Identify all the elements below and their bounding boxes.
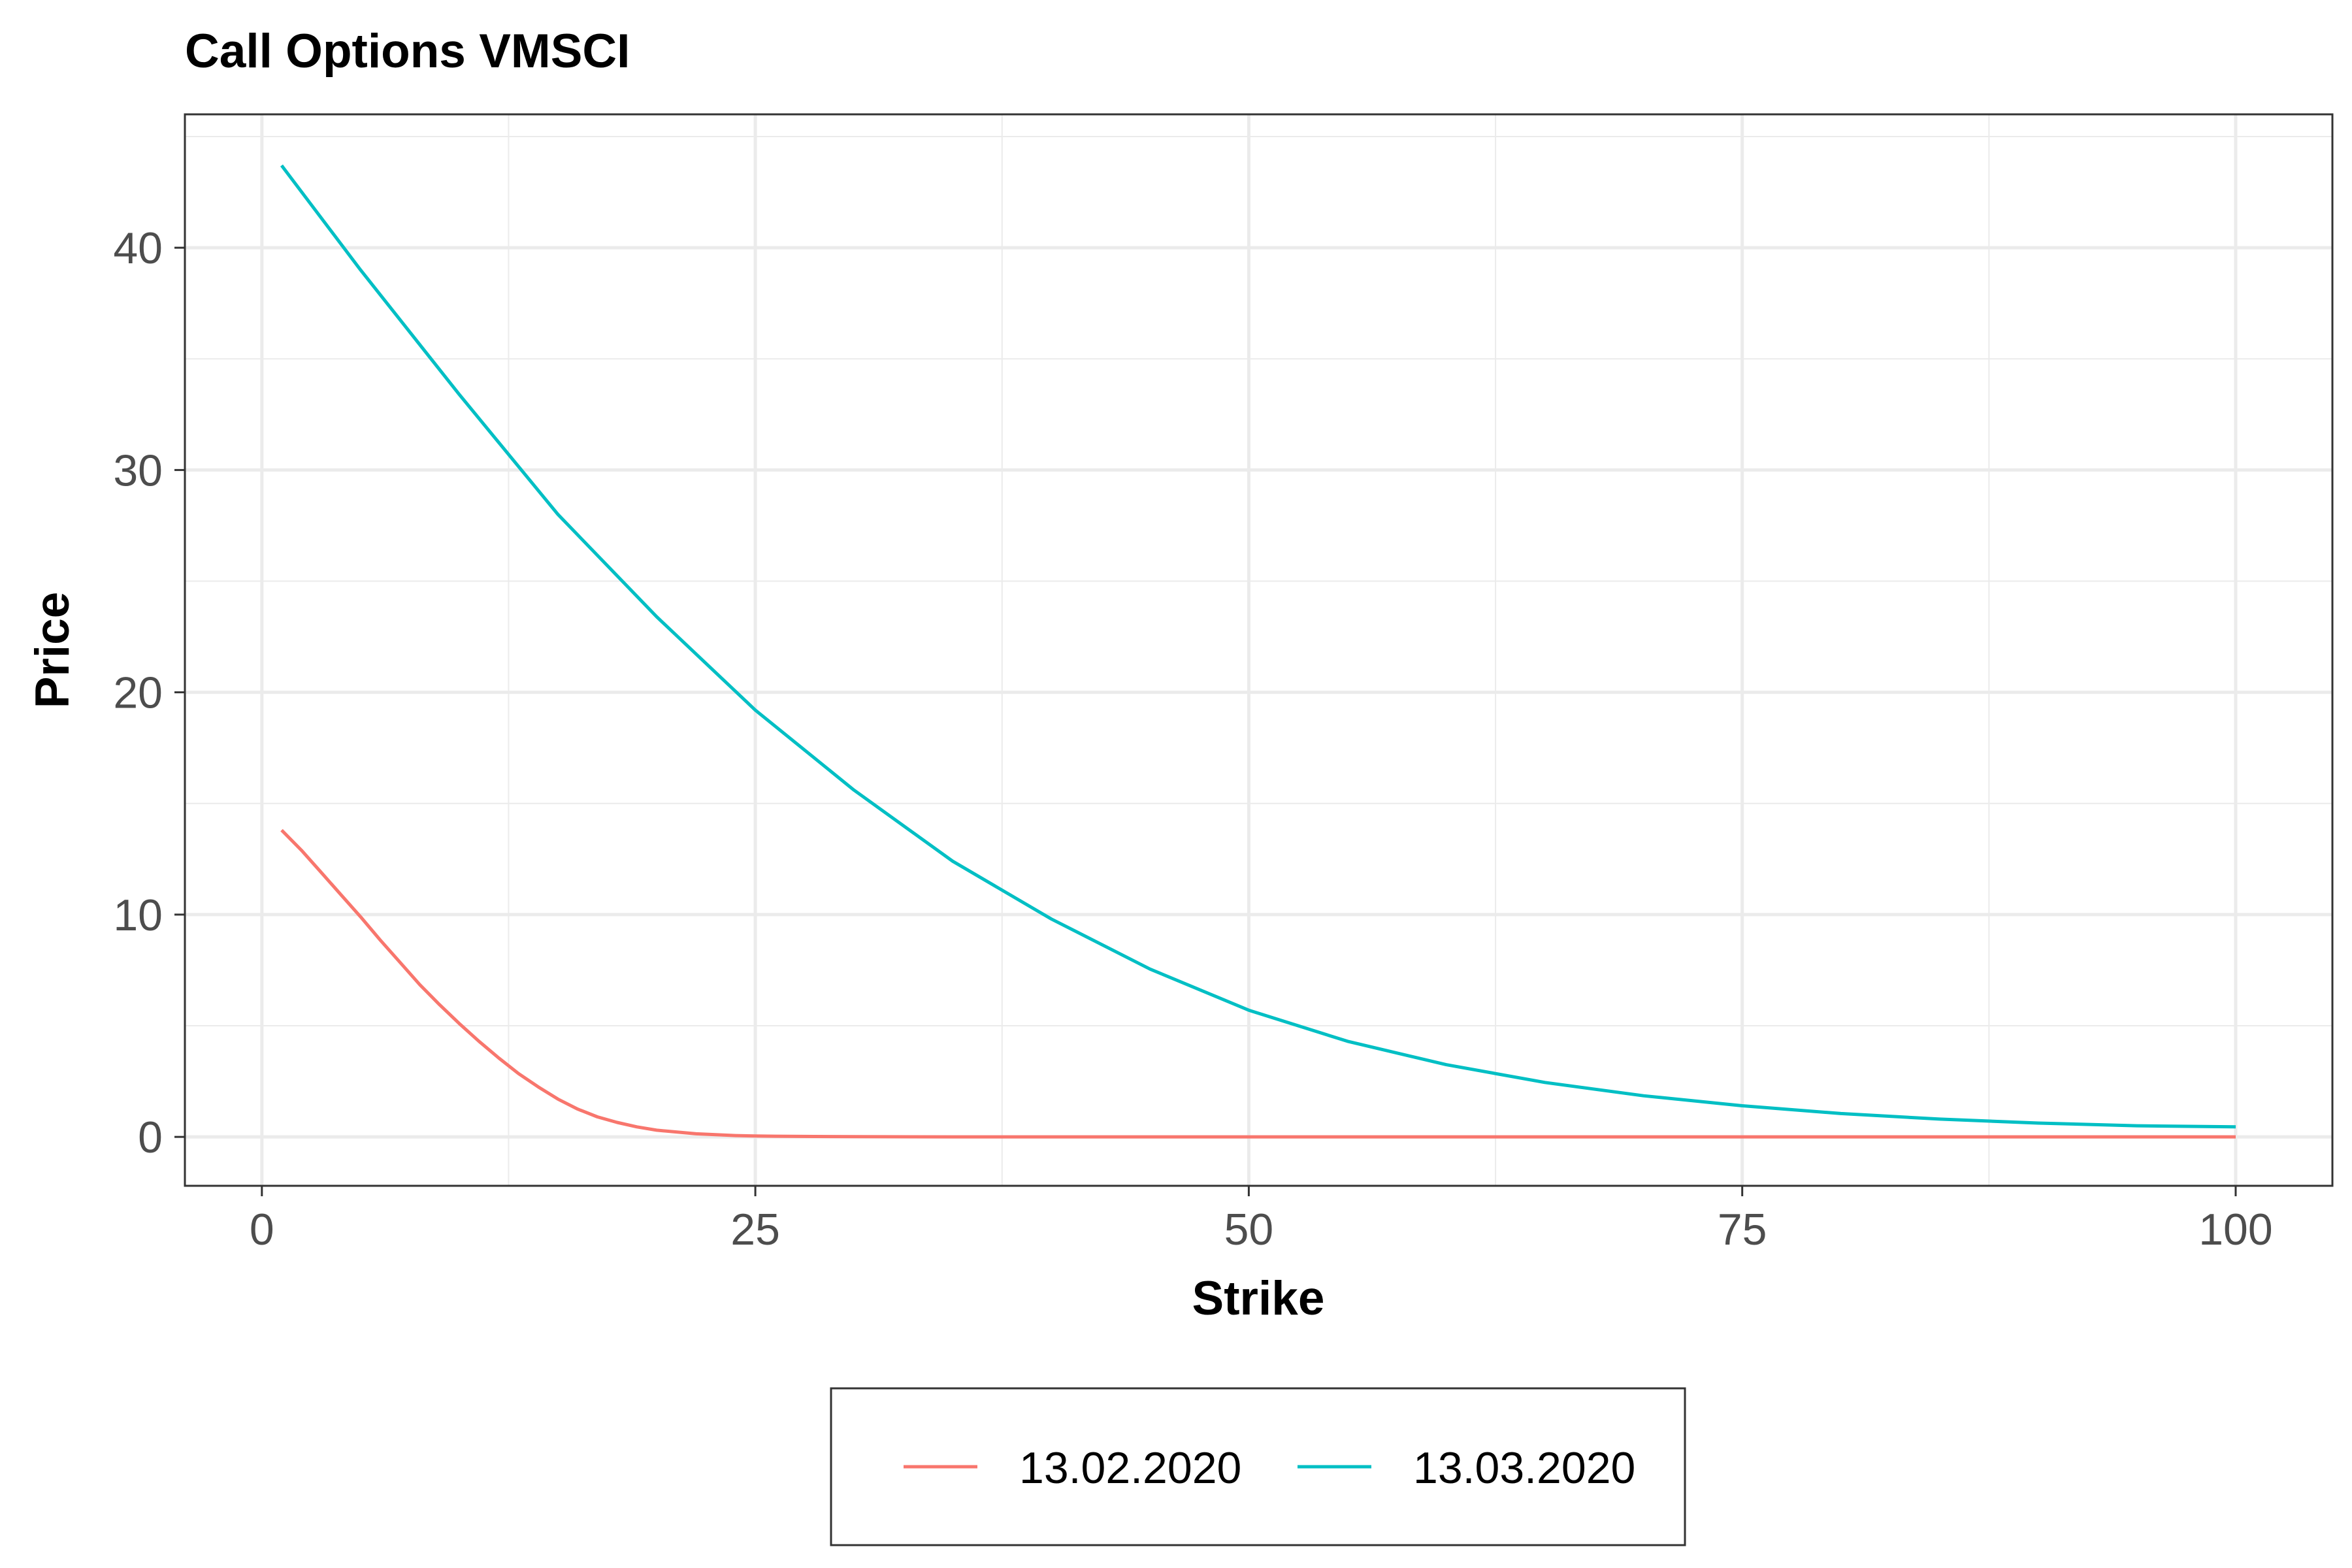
series-layer bbox=[280, 164, 2236, 1139]
x-tick-label: 0 bbox=[250, 1205, 274, 1254]
x-tick-label: 25 bbox=[730, 1205, 780, 1254]
plot-background bbox=[185, 114, 2332, 1186]
y-tick-label: 30 bbox=[113, 446, 163, 495]
series-line-13-03-2020 bbox=[280, 164, 2236, 1129]
legend-label-13-02-2020: 13.02.2020 bbox=[1019, 1443, 1241, 1493]
y-axis-title: Price bbox=[26, 592, 79, 709]
x-tick-label: 100 bbox=[2198, 1205, 2272, 1254]
y-tick-label: 20 bbox=[113, 668, 163, 718]
chart-title: Call Options VMSCI bbox=[185, 25, 630, 78]
plot-panel bbox=[184, 113, 2334, 1187]
minor-gridlines bbox=[185, 114, 2332, 1186]
y-axis: 0 10 20 30 40 bbox=[113, 223, 185, 1162]
y-tick-label: 40 bbox=[113, 223, 163, 273]
x-axis-title: Strike bbox=[1192, 1272, 1325, 1325]
series-line-13-02-2020 bbox=[280, 828, 2236, 1139]
y-tick-label: 10 bbox=[113, 890, 163, 940]
legend: 13.02.2020 13.03.2020 bbox=[830, 1387, 1686, 1546]
y-tick-label: 0 bbox=[138, 1113, 163, 1162]
x-tick-label: 50 bbox=[1224, 1205, 1274, 1254]
legend-label-13-03-2020: 13.03.2020 bbox=[1413, 1443, 1635, 1493]
x-tick-label: 75 bbox=[1718, 1205, 1767, 1254]
x-axis: 0 25 50 75 100 bbox=[250, 1186, 2273, 1254]
major-gridlines bbox=[185, 114, 2332, 1186]
plot-border bbox=[184, 113, 2334, 1187]
